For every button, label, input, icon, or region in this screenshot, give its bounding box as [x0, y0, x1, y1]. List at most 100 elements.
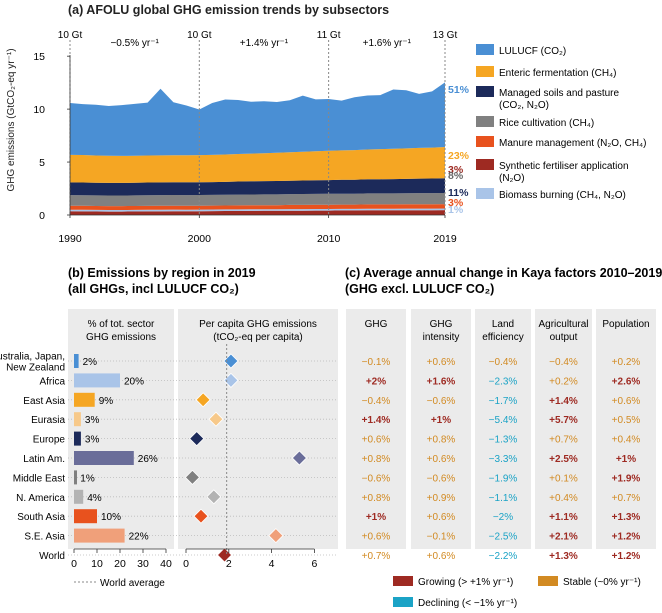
share-bar-9 [74, 528, 125, 543]
percap-tick-label-2: 4 [269, 558, 275, 570]
area-legend: LULUCF (CO₂) Enteric fermentation (CH₄) Ma… [476, 44, 646, 201]
kaya-col-header-3: Agricultural [538, 319, 588, 330]
percap-marker-1 [223, 372, 239, 388]
legend-swatch-1 [476, 188, 494, 199]
kaya-col-header-2: Land [492, 319, 514, 330]
kaya-legend-label-growing: Growing (> +1% yr⁻¹) [418, 577, 513, 588]
panel-c-title: (c) Average annual change in Kaya factor… [345, 266, 662, 280]
region-name-6: Middle East [13, 473, 65, 484]
kaya-cell-5-2: −3.3% [489, 454, 518, 465]
kaya-col-bg-3 [535, 309, 592, 549]
legend-swatch-0 [476, 159, 494, 170]
share-label-3: 8% [448, 170, 464, 182]
region-name-5: Latin Am. [23, 454, 65, 465]
legend-swatch-5 [476, 66, 494, 77]
share-bar-4 [74, 431, 81, 446]
area-series-2 [70, 204, 445, 210]
area-series-1 [70, 208, 445, 212]
share-value-6: 1% [80, 473, 95, 484]
share-bar-5 [74, 451, 134, 465]
kaya-legend-label-stable: Stable (~0% yr⁻¹) [563, 577, 641, 588]
legend-label-5: Enteric fermentation (CH₄) [499, 68, 616, 79]
kaya-cell-4-4: +0.4% [612, 435, 641, 446]
kaya-cell-9-3: +2.1% [549, 532, 578, 543]
panel-a-title: (a) AFOLU global GHG emission trends by … [68, 3, 389, 17]
gt-label-0: 10 Gt [58, 30, 83, 41]
region-name-9: S.E. Asia [24, 532, 65, 543]
kaya-cell-4-2: −1.3% [489, 435, 518, 446]
percap-tick-label-3: 6 [311, 558, 317, 570]
share-value-8: 10% [101, 512, 121, 523]
region-name-3: Eurasia [31, 415, 65, 426]
kaya-table: GHG GHG intensity Land efficiency Agricultura… [346, 309, 656, 562]
share-value-3: 3% [85, 415, 100, 426]
percap-marker-7 [206, 489, 222, 505]
region-name-10: World [39, 551, 65, 562]
y-tick-label-1: 5 [39, 157, 45, 169]
kaya-cell-1-0: +2% [366, 376, 386, 387]
share-header-2: GHG emissions [86, 332, 156, 343]
kaya-col-header-0: GHG [365, 319, 388, 330]
kaya-cell-6-3: +0.1% [549, 473, 578, 484]
kaya-cell-3-0: +1.4% [362, 415, 391, 426]
world-average-legend-label: World average [100, 578, 165, 589]
area-axes: 10 Gt 10 Gt 11 Gt 13 Gt −0.5% yr⁻¹ +1.4% yr⁻¹… [33, 30, 469, 245]
area-series-6 [70, 82, 445, 156]
kaya-cell-10-3: +1.3% [549, 551, 578, 562]
kaya-cell-9-0: +0.6% [362, 532, 391, 543]
percap-header: Per capita GHG emissions [199, 319, 317, 330]
x-tick-label-1: 2000 [188, 233, 212, 245]
share-bar-3 [74, 412, 81, 427]
kaya-cell-10-0: +0.7% [362, 551, 391, 562]
kaya-cell-1-1: +1.6% [427, 376, 456, 387]
kaya-cell-4-1: +0.8% [427, 435, 456, 446]
kaya-cell-0-0: −0.1% [362, 357, 391, 368]
percap-tick-label-0: 0 [183, 558, 189, 570]
kaya-cell-7-0: +0.8% [362, 493, 391, 504]
panel-b-title: (b) Emissions by region in 2019 [68, 266, 256, 280]
x-tick-label-3: 2019 [433, 233, 457, 245]
kaya-cell-4-0: +0.6% [362, 435, 391, 446]
share-value-7: 4% [87, 493, 102, 504]
kaya-col-bg-4 [596, 309, 656, 549]
percap-marker-6 [184, 469, 200, 485]
kaya-cell-10-2: −2.2% [489, 551, 518, 562]
region-name-7: N. America [16, 493, 65, 504]
share-tick-label-4: 40 [160, 558, 172, 570]
panel-c-subtitle: (GHG excl. LULUCF CO₂) [345, 282, 494, 296]
percap-marker-3 [208, 411, 224, 427]
legend-label-6: LULUCF (CO₂) [499, 46, 566, 57]
legend-label-0-b: (N₂O) [499, 173, 525, 184]
legend-label-4-b: (CO₂, N₂O) [499, 100, 549, 111]
gt-label-1: 10 Gt [187, 30, 212, 41]
share-bar-8 [74, 509, 97, 524]
kaya-legend-label-declining: Declining (< −1% yr⁻¹) [418, 598, 517, 609]
share-label-6: 51% [448, 84, 470, 96]
kaya-cell-3-2: −5.4% [489, 415, 518, 426]
kaya-legend: Growing (> +1% yr⁻¹) Stable (~0% yr⁻¹) Dec… [393, 576, 641, 609]
kaya-cell-2-4: +0.6% [612, 396, 641, 407]
kaya-legend-swatch-growing [393, 576, 413, 586]
y-tick-label-0: 0 [39, 210, 45, 222]
kaya-cell-7-1: +0.9% [427, 493, 456, 504]
share-bar-6 [74, 470, 77, 485]
kaya-col-bg-1 [411, 309, 471, 549]
region-marks: Australia, Japan,New Zealand 2% Africa 20% E… [0, 344, 338, 589]
kaya-col-header-2-b: efficiency [482, 332, 524, 343]
area-series-0 [70, 210, 445, 215]
share-bar-0 [74, 354, 79, 368]
legend-label-0: Synthetic fertiliser application [499, 161, 629, 172]
area-marks [70, 82, 445, 215]
legend-label-1: Biomass burning (CH₄, N₂O) [499, 190, 626, 201]
kaya-cell-8-1: +0.6% [427, 512, 456, 523]
kaya-cell-1-4: +2.6% [612, 376, 641, 387]
area-series-3 [70, 193, 445, 207]
share-tick-label-0: 0 [71, 558, 77, 570]
region-name-0-b: New Zealand [6, 363, 65, 374]
region-name-1: Africa [39, 376, 65, 387]
kaya-cell-0-4: +0.2% [612, 357, 641, 368]
y-tick-label-3: 15 [33, 51, 45, 63]
kaya-cell-5-0: +0.8% [362, 454, 391, 465]
period-rate-1: +1.4% yr⁻¹ [240, 38, 289, 49]
kaya-col-header-1-b: intensity [423, 332, 460, 343]
